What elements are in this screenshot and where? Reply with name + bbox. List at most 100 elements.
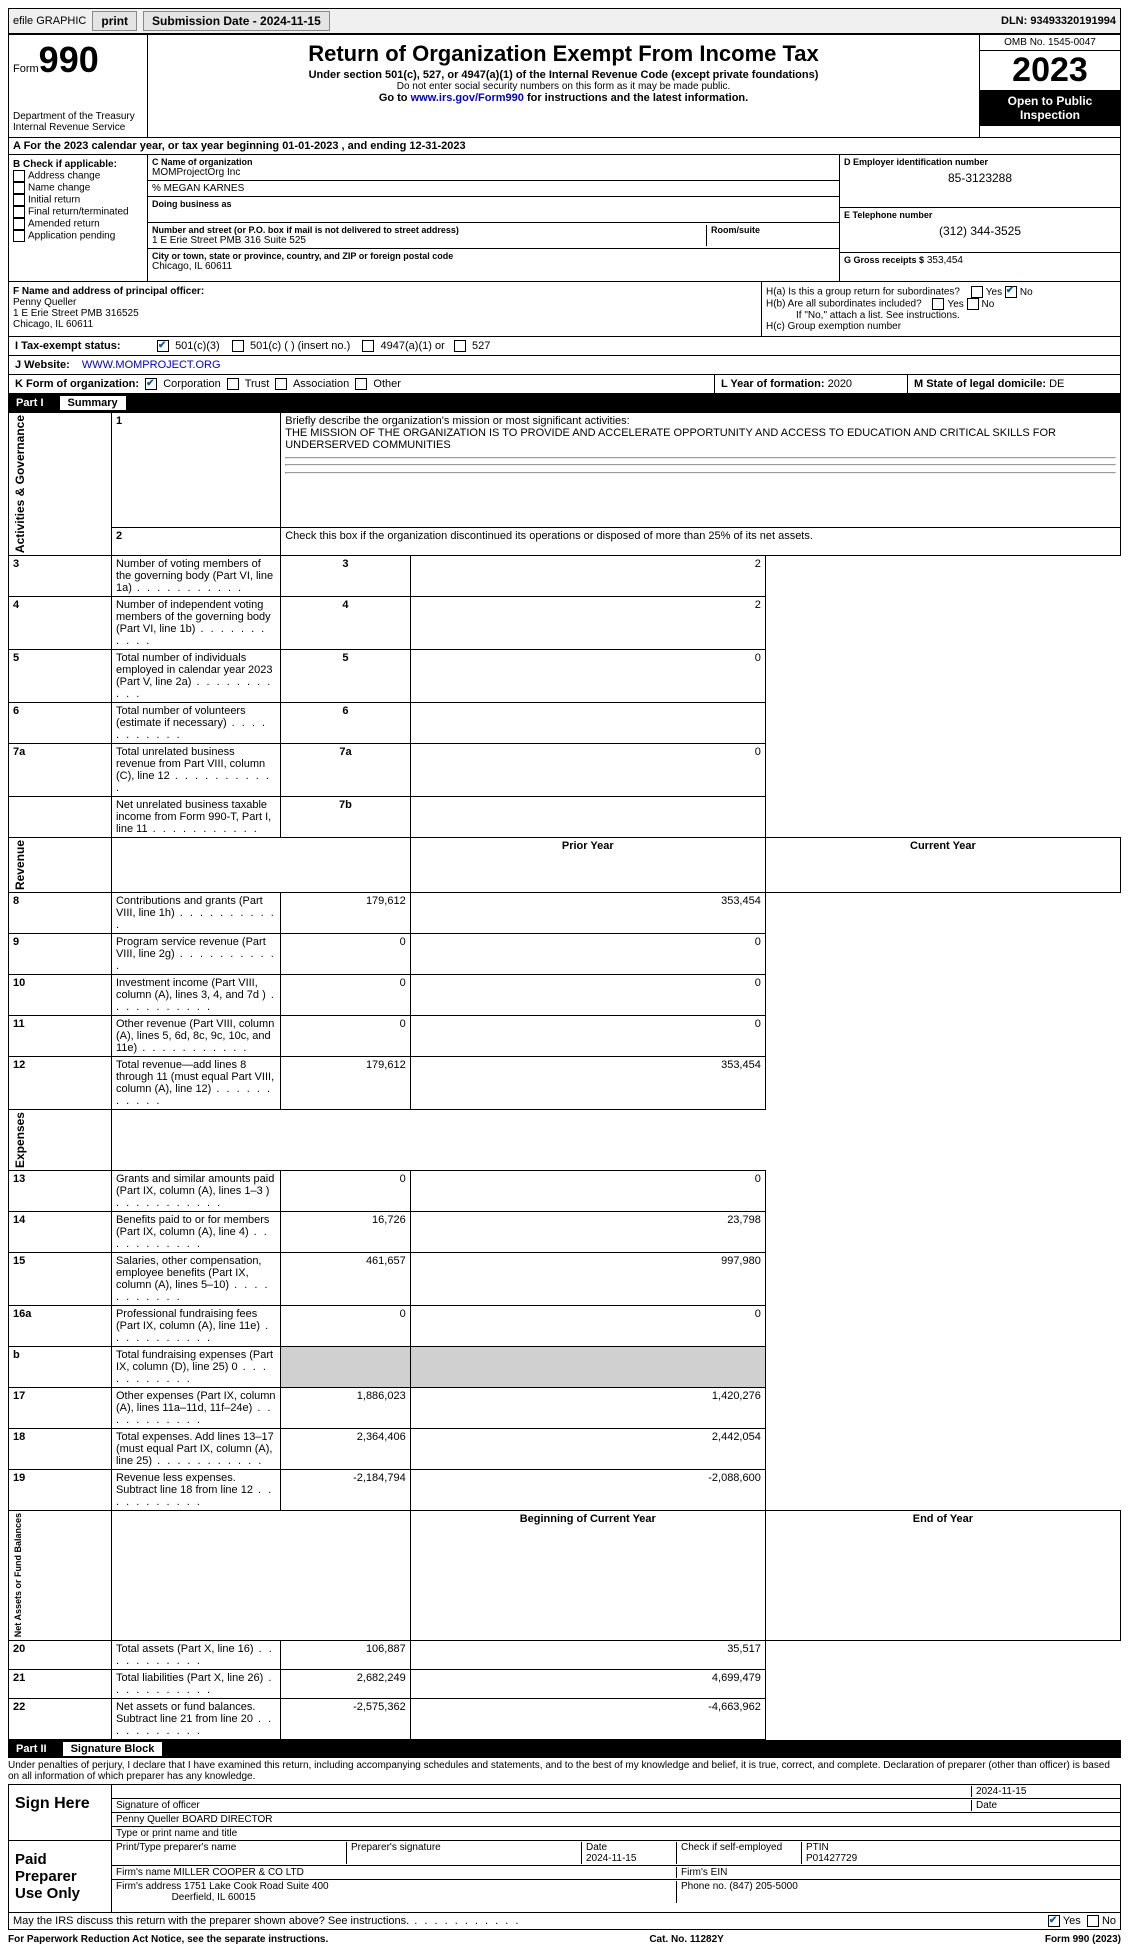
summary-row: 19Revenue less expenses. Subtract line 1…: [9, 1470, 1121, 1511]
sign-here-label: Sign Here: [9, 1785, 112, 1840]
summary-row: 15Salaries, other compensation, employee…: [9, 1253, 1121, 1306]
summary-row: 17Other expenses (Part IX, column (A), l…: [9, 1388, 1121, 1429]
form-header: Form990 Department of the Treasury Inter…: [8, 34, 1121, 138]
chk-corp[interactable]: [145, 378, 157, 390]
chk-501c[interactable]: [232, 340, 244, 352]
summary-row: 20Total assets (Part X, line 16)106,8873…: [9, 1640, 1121, 1669]
city: Chicago, IL 60611: [152, 261, 835, 272]
summary-row: 22Net assets or fund balances. Subtract …: [9, 1698, 1121, 1739]
tax-year: 2023: [980, 51, 1120, 90]
chk-initial[interactable]: Initial return: [13, 194, 143, 206]
ptin: P01427729: [806, 1853, 857, 1864]
irs-label: Internal Revenue Service: [13, 122, 143, 133]
summary-row: 3Number of voting members of the governi…: [9, 556, 1121, 597]
f-h-row: F Name and address of principal officer:…: [8, 282, 1121, 337]
chk-527[interactable]: [454, 340, 466, 352]
chk-name[interactable]: Name change: [13, 182, 143, 194]
city-label: City or town, state or province, country…: [152, 251, 835, 261]
chk-other[interactable]: [355, 378, 367, 390]
side-na: Net Assets or Fund Balances: [13, 1513, 23, 1637]
phone: (312) 344-3525: [844, 224, 1116, 238]
hb-row: H(b) Are all subordinates included? Yes …: [766, 298, 1116, 310]
summary-row: 4Number of independent voting members of…: [9, 597, 1121, 650]
side-rev: Revenue: [13, 840, 27, 890]
summary-row: 11Other revenue (Part VIII, column (A), …: [9, 1016, 1121, 1057]
gross-receipts: 353,454: [927, 255, 963, 266]
hc-row: H(c) Group exemption number: [766, 321, 1116, 332]
summary-table: Activities & Governance 1 Briefly descri…: [8, 412, 1121, 1739]
officer-label: F Name and address of principal officer:: [13, 286, 757, 297]
subtitle-3: Go to www.irs.gov/Form990 for instructio…: [156, 92, 971, 104]
instructions-link[interactable]: www.irs.gov/Form990: [411, 92, 524, 104]
summary-row: 14Benefits paid to or for members (Part …: [9, 1212, 1121, 1253]
care-of: % MEGAN KARNES: [148, 181, 839, 197]
chk-amended[interactable]: Amended return: [13, 218, 143, 230]
dln: DLN: 93493320191994: [1001, 15, 1116, 27]
chk-trust[interactable]: [227, 378, 239, 390]
chk-address[interactable]: Address change: [13, 170, 143, 182]
box-b-title: B Check if applicable:: [13, 159, 143, 170]
omb-number: OMB No. 1545-0047: [980, 35, 1120, 51]
top-toolbar: efile GRAPHIC print Submission Date - 20…: [8, 8, 1121, 34]
summary-row: 10Investment income (Part VIII, column (…: [9, 975, 1121, 1016]
gross-label: G Gross receipts $: [844, 255, 924, 265]
subtitle-1: Under section 501(c), 527, or 4947(a)(1)…: [156, 69, 971, 81]
street: 1 E Erie Street PMB 316 Suite 525: [152, 235, 706, 246]
website-row: J Website: WWW.MOMPROJECT.ORG: [8, 356, 1121, 375]
summary-row: bTotal fundraising expenses (Part IX, co…: [9, 1347, 1121, 1388]
paid-preparer-label: Paid Preparer Use Only: [9, 1841, 112, 1912]
summary-row: 12Total revenue—add lines 8 through 11 (…: [9, 1057, 1121, 1110]
summary-row: 16aProfessional fundraising fees (Part I…: [9, 1306, 1121, 1347]
mission-text: THE MISSION OF THE ORGANIZATION IS TO PR…: [285, 427, 1056, 451]
dba-label: Doing business as: [152, 199, 835, 209]
summary-row: 8Contributions and grants (Part VIII, li…: [9, 893, 1121, 934]
org-name: MOMProjectOrg Inc: [152, 167, 835, 178]
print-button[interactable]: print: [92, 11, 137, 31]
penalty-statement: Under penalties of perjury, I declare th…: [8, 1758, 1121, 1784]
officer-name: Penny Queller: [13, 297, 757, 308]
discuss-no[interactable]: [1087, 1915, 1099, 1927]
chk-4947[interactable]: [362, 340, 374, 352]
part1-header: Part ISummary: [8, 394, 1121, 412]
submission-date: Submission Date - 2024-11-15: [143, 11, 330, 31]
calendar-year-row: A For the 2023 calendar year, or tax yea…: [8, 138, 1121, 155]
chk-pending[interactable]: Application pending: [13, 230, 143, 242]
chk-final[interactable]: Final return/terminated: [13, 206, 143, 218]
tax-status-row: I Tax-exempt status: 501(c)(3) 501(c) ( …: [8, 337, 1121, 356]
side-gov: Activities & Governance: [13, 415, 27, 553]
discuss-row: May the IRS discuss this return with the…: [8, 1913, 1121, 1930]
side-exp: Expenses: [13, 1112, 27, 1168]
summary-row: 9Program service revenue (Part VIII, lin…: [9, 934, 1121, 975]
summary-row: 18Total expenses. Add lines 13–17 (must …: [9, 1429, 1121, 1470]
part2-header: Part IISignature Block: [8, 1740, 1121, 1758]
website-link[interactable]: WWW.MOMPROJECT.ORG: [82, 359, 221, 371]
summary-row: 5Total number of individuals employed in…: [9, 650, 1121, 703]
officer-city: Chicago, IL 60611: [13, 319, 757, 330]
room-label: Room/suite: [711, 225, 831, 235]
year-formation: 2020: [828, 378, 852, 390]
summary-row: 21Total liabilities (Part X, line 26)2,6…: [9, 1669, 1121, 1698]
efile-label: efile GRAPHIC: [13, 15, 86, 27]
ein: 85-3123288: [844, 171, 1116, 185]
firm-phone: (847) 205-5000: [729, 1881, 797, 1892]
website-label: J Website:: [9, 356, 76, 374]
form-number: Form990: [13, 39, 143, 81]
phone-label: E Telephone number: [844, 210, 1116, 220]
org-name-label: C Name of organization: [152, 157, 835, 167]
summary-row: 7aTotal unrelated business revenue from …: [9, 744, 1121, 797]
form-title: Return of Organization Exempt From Incom…: [156, 41, 971, 67]
status-label: I Tax-exempt status:: [9, 337, 151, 355]
summary-row: 6Total number of volunteers (estimate if…: [9, 703, 1121, 744]
summary-row: Net unrelated business taxable income fr…: [9, 797, 1121, 838]
street-label: Number and street (or P.O. box if mail i…: [152, 225, 706, 235]
dept-label: Department of the Treasury: [13, 111, 143, 122]
hb-note: If "No," attach a list. See instructions…: [766, 310, 1116, 321]
officer-street: 1 E Erie Street PMB 316525: [13, 308, 757, 319]
ha-row: H(a) Is this a group return for subordin…: [766, 286, 1116, 298]
sig-date: 2024-11-15: [971, 1786, 1116, 1797]
summary-row: 13Grants and similar amounts paid (Part …: [9, 1171, 1121, 1212]
domicile-state: DE: [1049, 378, 1064, 390]
chk-assoc[interactable]: [275, 378, 287, 390]
chk-501c3[interactable]: [157, 340, 169, 352]
discuss-yes[interactable]: [1048, 1915, 1060, 1927]
